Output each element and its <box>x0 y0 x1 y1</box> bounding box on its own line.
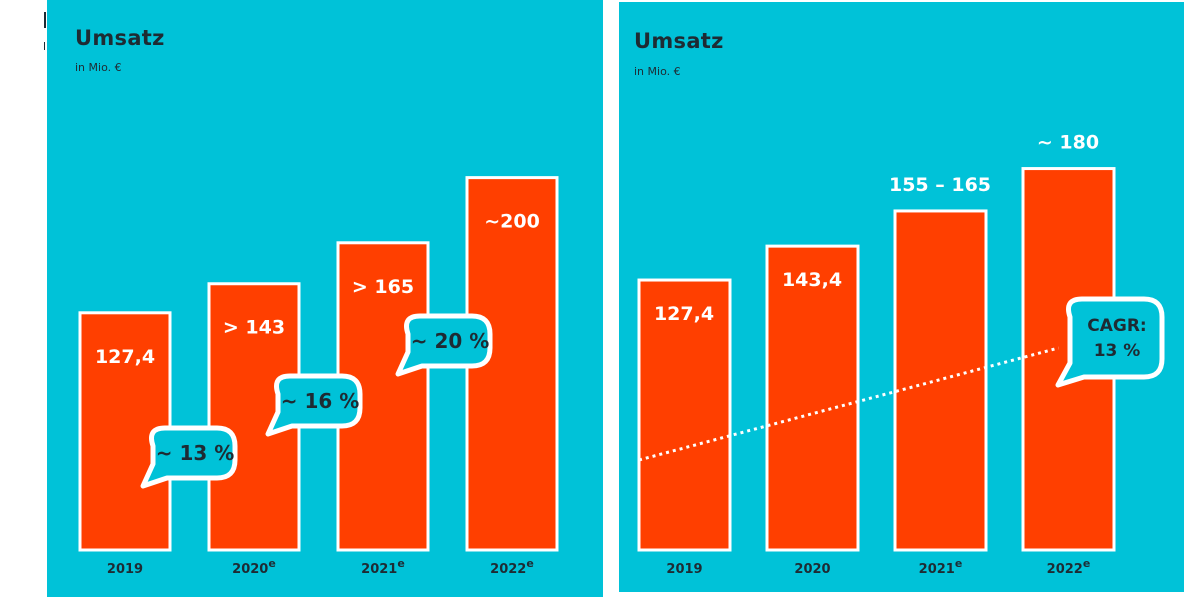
value-label: ~ 180 <box>1037 132 1099 154</box>
bar-chart-right: 127,4 2019 143,4 2020 155 – 165 2021e ~ 180 202… <box>637 132 1165 577</box>
chart-panel-right: Umsatz in Mio. € 127,4 2019 143,4 2020 155 –… <box>619 2 1184 592</box>
category-label: 2021e <box>919 557 963 577</box>
chart-title: Umsatz <box>75 26 165 50</box>
chart-title: Umsatz <box>634 29 724 53</box>
edge-mark <box>44 12 46 28</box>
category-label: 2021e <box>361 557 405 577</box>
category-label: 2019 <box>666 562 702 577</box>
value-label: 127,4 <box>95 346 155 368</box>
cagr-label: CAGR: <box>1087 316 1146 336</box>
chart-subtitle: in Mio. € <box>75 61 122 74</box>
cagr-trend-line <box>638 346 1059 462</box>
cagr-value: 13 % <box>1094 341 1141 361</box>
value-label: 155 – 165 <box>889 174 991 196</box>
category-label: 2020 <box>794 562 830 577</box>
value-label: ~200 <box>484 211 540 233</box>
value-label: 143,4 <box>782 269 842 291</box>
growth-bubble <box>265 373 363 437</box>
category-label: 2020e <box>232 557 276 577</box>
growth-bubble <box>395 313 493 377</box>
chart-panel-left: Umsatz in Mio. € 127,4 2019 > 143 2020e > 16… <box>47 0 603 597</box>
chart-subtitle: in Mio. € <box>634 65 681 78</box>
bar-2021 <box>893 209 988 552</box>
growth-label: ~ 16 % <box>281 389 360 413</box>
category-label: 2022e <box>490 557 534 577</box>
bar-2019 <box>637 278 732 552</box>
cagr-bubble <box>1055 296 1165 388</box>
value-label: > 165 <box>352 276 414 298</box>
category-label: 2019 <box>107 562 143 577</box>
bar-2020 <box>765 244 860 552</box>
category-label: 2022e <box>1047 557 1091 577</box>
value-label: > 143 <box>223 317 285 339</box>
growth-label: ~ 20 % <box>411 329 490 353</box>
growth-bubble <box>140 425 238 489</box>
growth-label: ~ 13 % <box>156 441 235 465</box>
bar-chart-left: 127,4 2019 > 143 2020e > 165 2021e ~200 2022e ~ … <box>78 176 559 577</box>
value-label: 127,4 <box>654 303 714 325</box>
edge-mark <box>44 42 45 50</box>
